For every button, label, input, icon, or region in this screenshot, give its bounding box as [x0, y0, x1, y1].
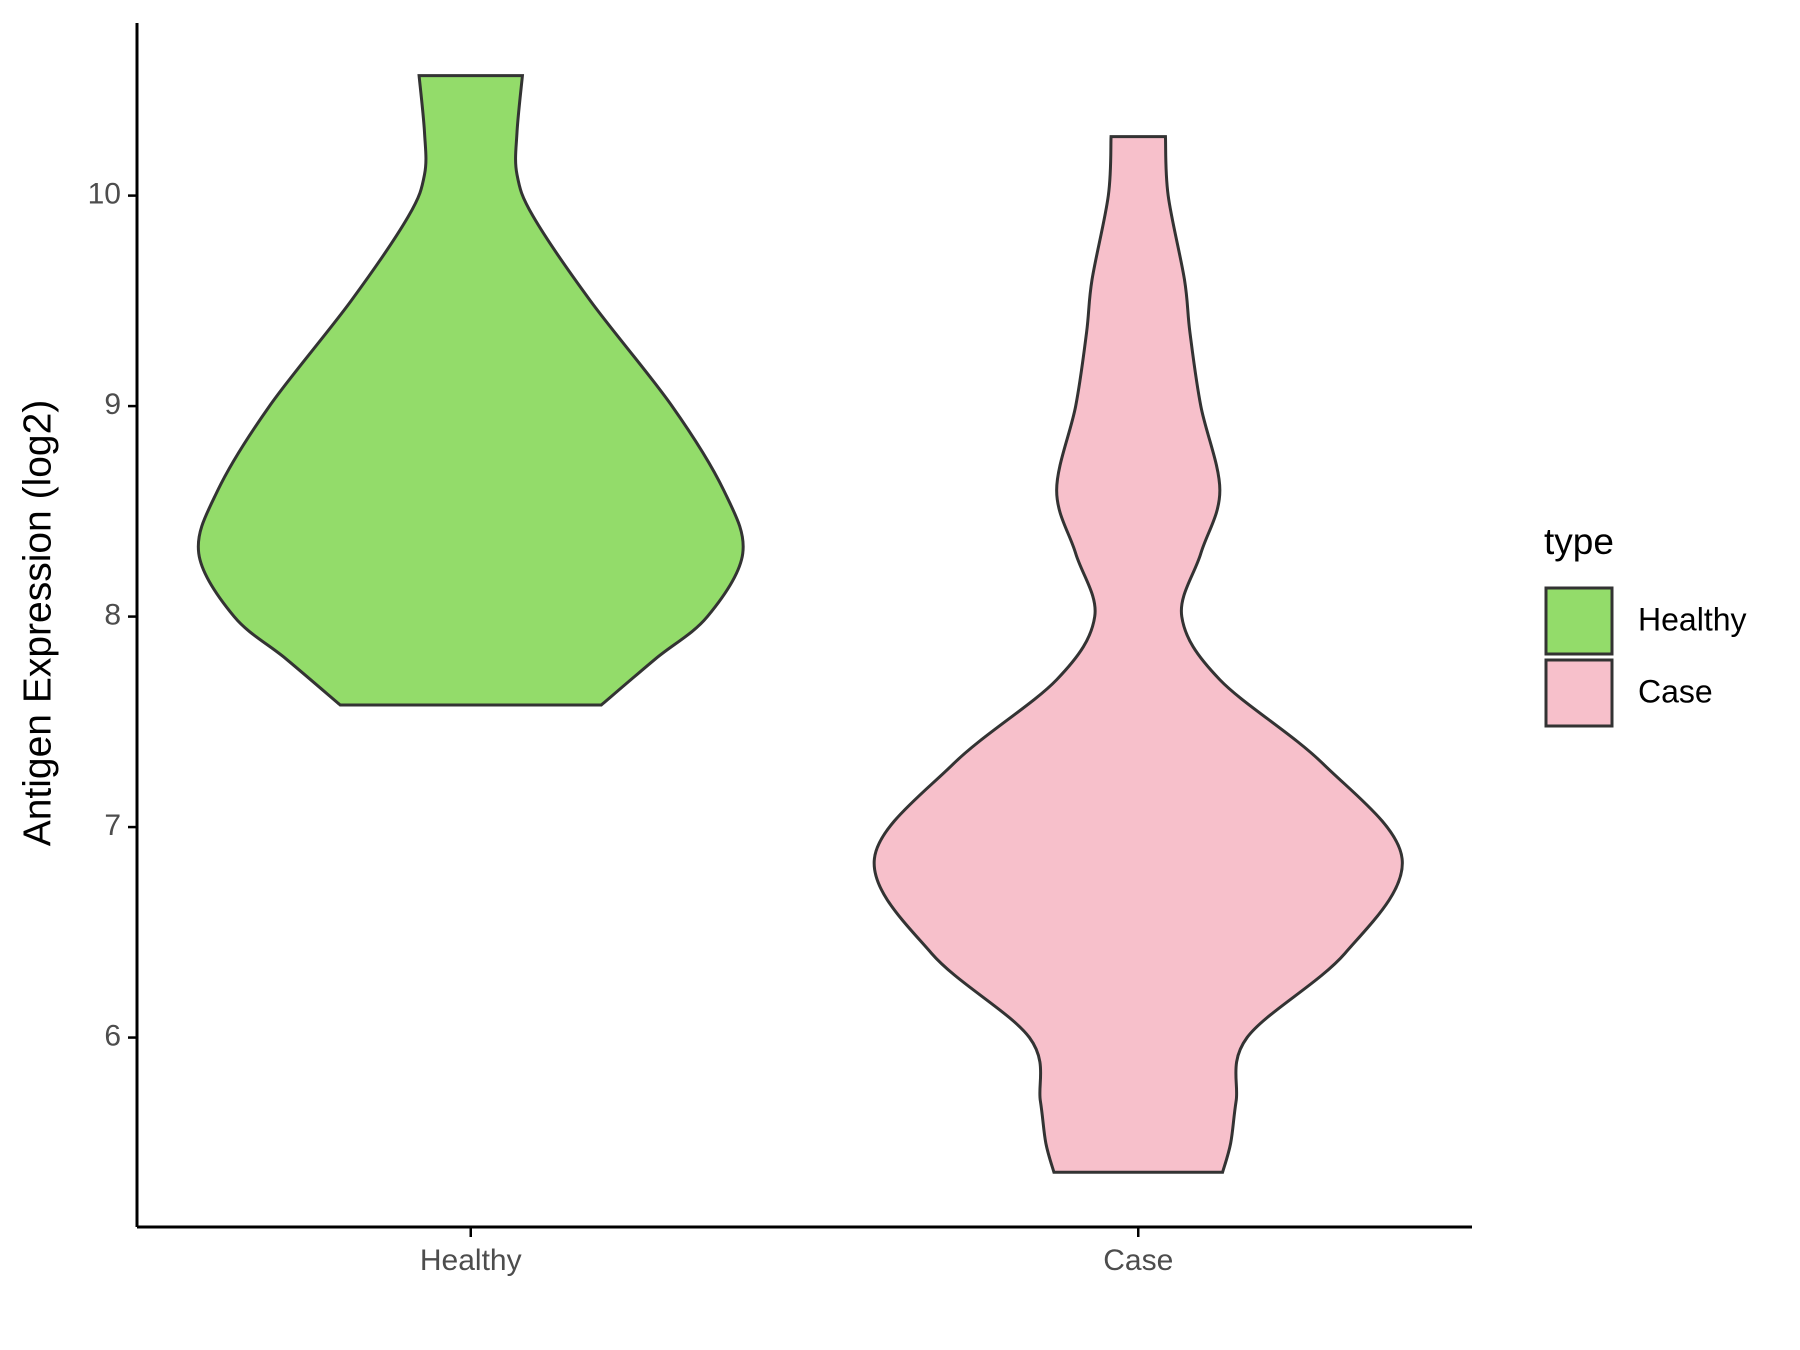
legend-key [1544, 658, 1614, 728]
legend-label: Case [1638, 673, 1713, 709]
violin [872, 135, 1404, 1174]
legend-title: type [1544, 521, 1614, 562]
legend-key [1544, 586, 1614, 656]
y-tick-label: 9 [104, 388, 121, 421]
x-tick-label: Case [1103, 1244, 1173, 1277]
y-axis-label: Antigen Expression (log2) [16, 400, 59, 847]
y-tick-label: 7 [104, 809, 121, 842]
legend-label: Healthy [1638, 601, 1747, 637]
violin [196, 74, 745, 707]
x-tick-label: Healthy [420, 1244, 522, 1277]
y-tick-label: 10 [88, 178, 121, 211]
y-tick-label: 8 [104, 599, 121, 632]
y-tick-label: 6 [104, 1019, 121, 1052]
